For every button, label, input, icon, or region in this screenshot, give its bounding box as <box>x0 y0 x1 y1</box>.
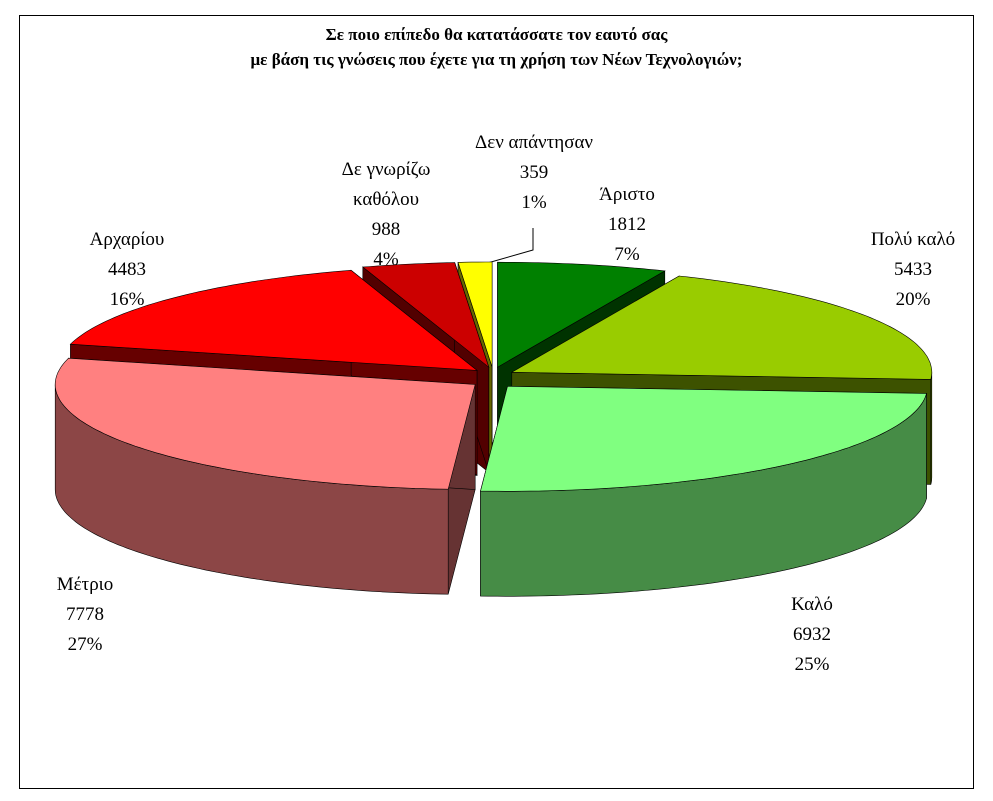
slice-side <box>930 372 933 485</box>
label-value: 6932 <box>793 624 831 645</box>
label-category: Αρχαρίου <box>89 229 165 250</box>
label-value: 7778 <box>66 604 104 625</box>
label-percent: 4% <box>373 249 399 270</box>
label-category: Καλό <box>791 594 833 615</box>
data-label: Δε γνωρίζω καθόλου 988 4% <box>331 155 441 275</box>
label-value: 5433 <box>894 259 932 280</box>
label-percent: 16% <box>109 289 145 310</box>
chart-frame <box>19 15 974 789</box>
slice-top <box>69 269 478 371</box>
label-percent: 7% <box>614 244 640 265</box>
label-category: Άριστο <box>599 184 655 205</box>
label-value: 1812 <box>608 214 646 235</box>
label-category: Μέτριο <box>56 574 114 595</box>
data-label: Άριστο 1812 7% <box>562 180 692 270</box>
slice-top <box>457 261 493 368</box>
label-percent: 1% <box>521 192 547 213</box>
chart-title: Σε ποιο επίπεδο θα κατατάσσατε τον εαυτό… <box>250 25 743 69</box>
label-percent: 20% <box>895 289 931 310</box>
label-value: 359 <box>519 162 549 183</box>
data-label: Καλό 6932 25% <box>747 590 877 680</box>
label-percent: 25% <box>794 654 830 675</box>
slice-top <box>510 275 933 380</box>
label-percent: 27% <box>67 634 103 655</box>
label-value: 988 <box>371 219 401 240</box>
data-label: Δεν απάντησαν 359 1% <box>469 128 599 218</box>
label-category: Δε γνωρίζω καθόλου <box>341 159 431 210</box>
slice-top <box>497 261 666 368</box>
data-label: Πολύ καλό 5433 20% <box>848 225 978 315</box>
data-label: Αρχαρίου 4483 16% <box>62 225 192 315</box>
data-label: Μέτριο 7778 27% <box>20 570 150 660</box>
label-category: Δεν απάντησαν <box>475 132 593 153</box>
label-value: 4483 <box>108 259 146 280</box>
slice <box>54 357 476 595</box>
slice-top <box>480 385 927 492</box>
slice-top <box>362 262 490 369</box>
label-category: Πολύ καλό <box>870 229 956 250</box>
slice-top <box>54 357 476 490</box>
slice <box>480 385 927 597</box>
